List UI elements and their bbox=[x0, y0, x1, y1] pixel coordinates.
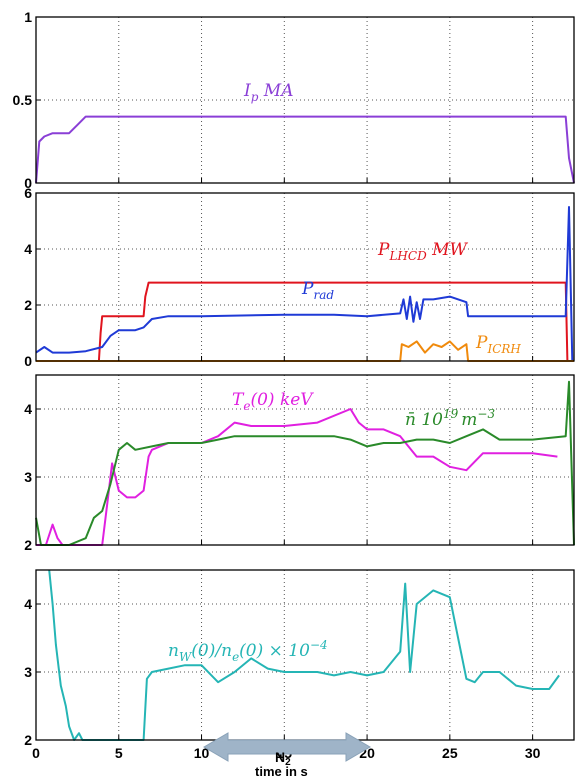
x-tick-label: 10 bbox=[194, 745, 210, 761]
x-tick-label: 0 bbox=[32, 745, 40, 761]
panels: 00.510246234234051015202530 bbox=[13, 9, 575, 761]
label-icrh: PICRH bbox=[475, 333, 521, 356]
y-tick-label: 4 bbox=[24, 596, 32, 612]
y-tick-label: 1 bbox=[24, 9, 32, 25]
y-tick-label: 3 bbox=[24, 469, 32, 485]
x-tick-label: 25 bbox=[442, 745, 458, 761]
label-prad: Prad bbox=[301, 279, 334, 302]
label-lhcd: PLHCD MW bbox=[377, 240, 469, 263]
x-axis-label: time in s bbox=[255, 764, 308, 778]
axes-frame bbox=[35, 374, 575, 546]
label-nw: nW(0)/ne(0) × 10−4 bbox=[168, 638, 328, 664]
y-tick-label: 2 bbox=[24, 537, 32, 553]
series-line bbox=[48, 569, 560, 741]
x-tick-label: 30 bbox=[525, 745, 541, 761]
axes-frame bbox=[35, 192, 575, 362]
series-line bbox=[35, 115, 575, 184]
panel-ip: 00.51 bbox=[13, 9, 575, 191]
y-tick-label: 0 bbox=[24, 353, 32, 369]
label-te: Te(0) keV bbox=[232, 390, 314, 413]
panel-power: 0 2 4 6 bbox=[24, 185, 575, 369]
panel-nw: 234051015202530 bbox=[24, 569, 575, 761]
series-line bbox=[35, 380, 575, 546]
label-ne: n̄ 1019 m−3 bbox=[405, 407, 495, 430]
y-tick-label: 0 bbox=[24, 175, 32, 191]
n2-arrow bbox=[203, 732, 371, 762]
series-line bbox=[36, 340, 574, 362]
y-tick-label: 3 bbox=[24, 664, 32, 680]
y-tick-label: 2 bbox=[24, 732, 32, 748]
series-line bbox=[35, 206, 574, 362]
panel-te-ne: 2 3 4 bbox=[24, 374, 575, 553]
label-ip: Ip MA bbox=[243, 81, 294, 104]
x-tick-label: 5 bbox=[115, 745, 123, 761]
y-tick-label: 6 bbox=[24, 185, 32, 201]
y-tick-label: 4 bbox=[24, 401, 32, 417]
y-tick-label: 0.5 bbox=[13, 92, 33, 108]
y-tick-label: 2 bbox=[24, 297, 32, 313]
y-tick-label: 4 bbox=[24, 241, 32, 257]
n2-label: N2 bbox=[275, 749, 291, 768]
